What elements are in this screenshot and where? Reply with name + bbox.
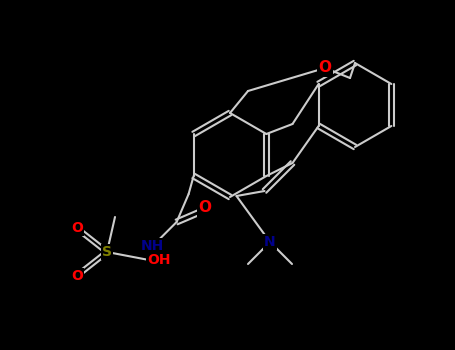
Text: O: O [198,201,211,216]
Text: OH: OH [147,253,171,267]
Text: O: O [71,221,83,235]
Text: NH: NH [141,239,164,253]
Text: O: O [318,61,332,76]
Text: O: O [71,269,83,283]
Text: S: S [102,245,112,259]
Text: N: N [264,235,276,249]
